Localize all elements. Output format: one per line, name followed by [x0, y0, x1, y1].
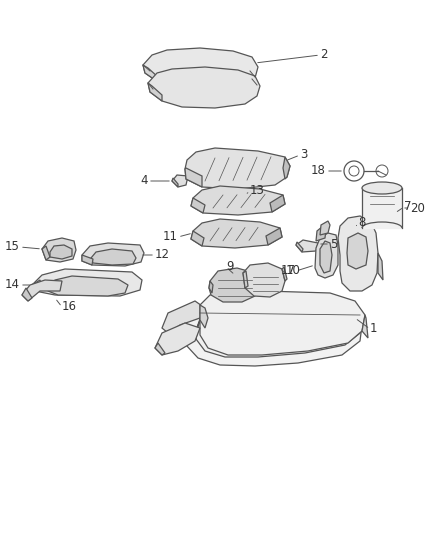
Text: 18: 18 — [311, 165, 326, 177]
Text: 2: 2 — [320, 49, 328, 61]
Polygon shape — [282, 267, 287, 281]
Text: 7: 7 — [404, 200, 411, 214]
Polygon shape — [155, 323, 200, 355]
Polygon shape — [200, 290, 365, 355]
Text: 5: 5 — [330, 238, 337, 251]
Text: 13: 13 — [250, 184, 265, 198]
Polygon shape — [191, 198, 205, 213]
Polygon shape — [347, 233, 368, 269]
Polygon shape — [47, 276, 128, 296]
Text: 3: 3 — [300, 149, 307, 161]
Text: 17: 17 — [281, 264, 296, 278]
Polygon shape — [172, 175, 188, 187]
Polygon shape — [316, 226, 326, 241]
Text: 1: 1 — [370, 322, 378, 335]
Polygon shape — [162, 301, 205, 333]
Polygon shape — [191, 219, 282, 248]
Ellipse shape — [362, 182, 402, 194]
Polygon shape — [196, 298, 362, 357]
Polygon shape — [91, 249, 136, 265]
Polygon shape — [338, 216, 378, 291]
Text: 8: 8 — [358, 216, 365, 230]
Polygon shape — [148, 83, 162, 101]
Polygon shape — [209, 281, 213, 293]
Polygon shape — [270, 195, 285, 212]
Polygon shape — [32, 280, 42, 291]
Polygon shape — [82, 243, 144, 266]
Polygon shape — [172, 301, 362, 366]
Polygon shape — [143, 48, 258, 90]
Polygon shape — [296, 240, 318, 252]
Polygon shape — [143, 65, 158, 82]
Polygon shape — [32, 269, 142, 296]
Polygon shape — [22, 280, 62, 301]
Polygon shape — [368, 205, 395, 223]
Polygon shape — [255, 272, 260, 285]
Text: 15: 15 — [5, 240, 20, 254]
Polygon shape — [320, 221, 330, 235]
Polygon shape — [266, 228, 282, 245]
Polygon shape — [155, 343, 165, 355]
Text: 12: 12 — [155, 248, 170, 262]
Polygon shape — [368, 211, 375, 223]
Text: 9: 9 — [226, 261, 233, 273]
Text: 14: 14 — [5, 279, 20, 292]
Polygon shape — [283, 157, 290, 179]
Text: 4: 4 — [141, 174, 148, 188]
Polygon shape — [243, 271, 248, 288]
Text: 16: 16 — [62, 301, 77, 313]
Polygon shape — [209, 268, 258, 302]
Polygon shape — [315, 233, 338, 278]
Polygon shape — [22, 288, 32, 301]
Polygon shape — [185, 168, 202, 187]
Polygon shape — [191, 231, 204, 246]
Polygon shape — [148, 67, 260, 108]
Polygon shape — [42, 246, 50, 260]
Polygon shape — [296, 242, 303, 252]
Polygon shape — [378, 253, 383, 280]
Polygon shape — [243, 263, 285, 297]
Text: 11: 11 — [163, 230, 178, 244]
Polygon shape — [185, 148, 290, 189]
Polygon shape — [195, 315, 202, 339]
Polygon shape — [191, 186, 285, 215]
Polygon shape — [320, 241, 332, 273]
Polygon shape — [362, 315, 368, 338]
Polygon shape — [82, 255, 93, 265]
Polygon shape — [42, 238, 76, 262]
Text: 20: 20 — [410, 201, 425, 214]
Text: 10: 10 — [286, 263, 301, 277]
Polygon shape — [172, 178, 178, 187]
Polygon shape — [200, 305, 208, 328]
Polygon shape — [50, 245, 72, 259]
Polygon shape — [172, 305, 200, 333]
